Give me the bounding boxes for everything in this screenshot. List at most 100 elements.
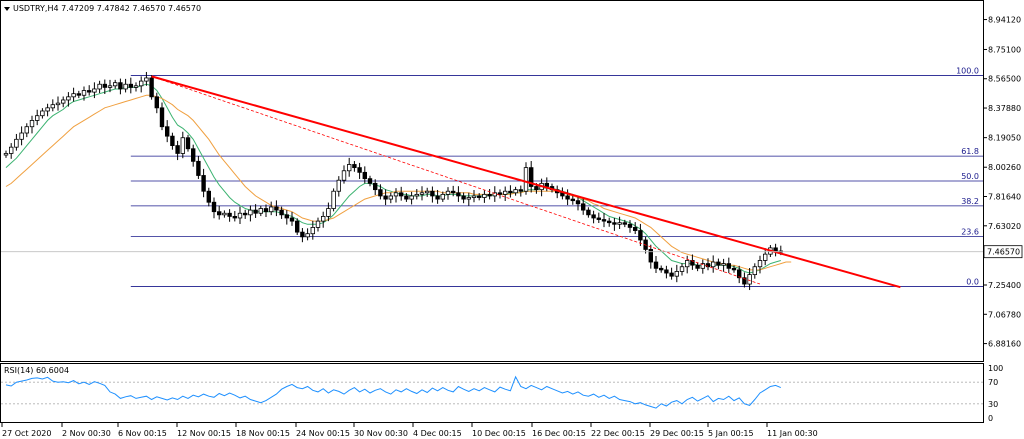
fib-level-label: 50.0 — [961, 172, 979, 181]
candle-body — [627, 223, 633, 228]
candle-body — [294, 220, 300, 233]
candle-body — [263, 208, 269, 213]
candle-body — [14, 138, 19, 148]
candle-body — [133, 85, 139, 88]
candle-body — [180, 137, 185, 154]
candle-body — [690, 260, 695, 266]
candle-body — [679, 266, 685, 272]
candle-body — [331, 190, 336, 209]
candle-body — [653, 261, 659, 269]
candle-body — [664, 269, 669, 274]
y-tick-label: 6.88160 — [988, 340, 1021, 349]
rsi-label: RSI(14) 60.6004 — [4, 366, 69, 375]
candle-body — [747, 274, 752, 285]
candle-body — [497, 192, 503, 195]
dashed-trendline — [151, 75, 761, 285]
y-tick-label: 7.06780 — [988, 310, 1021, 319]
candle-body — [570, 198, 575, 202]
candle-body — [175, 145, 180, 154]
candle-body — [3, 153, 9, 156]
candle-body — [669, 272, 674, 277]
candle-body — [268, 206, 274, 213]
candle-body — [731, 267, 737, 271]
candle-body — [357, 167, 362, 173]
x-tick-label: 11 Jan 00:30 — [767, 429, 818, 438]
candle-body — [55, 102, 61, 106]
candle-body — [466, 197, 471, 200]
candle-body — [61, 99, 66, 104]
candle-body — [284, 214, 289, 219]
candle-body — [346, 164, 352, 172]
candle-body — [310, 227, 315, 235]
candle-body — [102, 83, 107, 88]
x-tick-label: 16 Dec 00:15 — [532, 429, 586, 438]
rsi-bottom-label: 0 — [988, 414, 993, 423]
candle-body — [721, 263, 726, 266]
candle-body — [482, 193, 487, 198]
candle-body — [336, 179, 341, 192]
candle-body — [633, 227, 638, 231]
candle-body — [424, 190, 430, 194]
candle-body — [518, 189, 523, 192]
rsi-pane-frame — [0, 363, 984, 423]
candle-body — [513, 189, 518, 194]
x-tick-label: 24 Nov 00:15 — [296, 429, 350, 438]
candle-body — [586, 209, 591, 216]
candle-body — [685, 260, 690, 268]
candle-body — [300, 231, 305, 238]
candle-body — [737, 269, 742, 279]
candle-body — [523, 167, 529, 192]
candle-body — [185, 137, 191, 150]
candle-body — [393, 192, 399, 197]
candle-body — [461, 195, 466, 200]
candle-body — [476, 195, 482, 198]
candle-body — [113, 82, 118, 87]
candle-body — [128, 83, 133, 88]
candle-body — [159, 107, 165, 128]
candle-body — [76, 93, 81, 96]
candle-body — [742, 277, 747, 285]
candle-body — [362, 171, 367, 180]
candle-body — [581, 203, 586, 211]
candle-body — [456, 192, 461, 197]
candle-body — [674, 271, 679, 277]
candle-body — [648, 249, 653, 263]
candle-body — [253, 209, 258, 214]
candle-body — [279, 209, 284, 216]
candle-body — [352, 164, 357, 169]
rsi-top-label: 100 — [988, 364, 1003, 373]
candle-body — [216, 211, 222, 216]
candle-body — [71, 93, 76, 98]
candle-body — [107, 85, 113, 88]
candle-body — [242, 212, 248, 216]
candle-body — [154, 96, 159, 109]
candle-body — [87, 90, 92, 93]
candle-body — [414, 193, 419, 197]
fib-level-label: 0.0 — [966, 277, 979, 286]
candle-body — [508, 190, 513, 194]
candle-body — [81, 90, 87, 96]
candle-body — [773, 247, 778, 252]
candle-body — [529, 167, 534, 187]
candle-body — [274, 206, 279, 211]
candle-body — [164, 126, 170, 137]
candle-body — [190, 148, 196, 162]
candle-body — [367, 178, 373, 184]
x-tick-label: 12 Nov 00:15 — [177, 429, 231, 438]
candle-body — [695, 264, 700, 269]
candle-body — [544, 182, 549, 187]
candle-body — [591, 214, 596, 219]
candle-body — [232, 215, 237, 219]
candle-body — [123, 83, 128, 90]
candle-body — [622, 222, 627, 225]
candle-body — [320, 215, 326, 222]
x-tick-label: 4 Dec 00:15 — [413, 429, 462, 438]
candle-body — [326, 208, 331, 217]
candle-body — [419, 192, 425, 195]
candle-body — [50, 104, 55, 109]
y-tick-label: 8.56500 — [988, 75, 1021, 84]
x-tick-label: 22 Dec 00:15 — [591, 429, 645, 438]
triangle-down-icon[interactable] — [4, 7, 10, 11]
